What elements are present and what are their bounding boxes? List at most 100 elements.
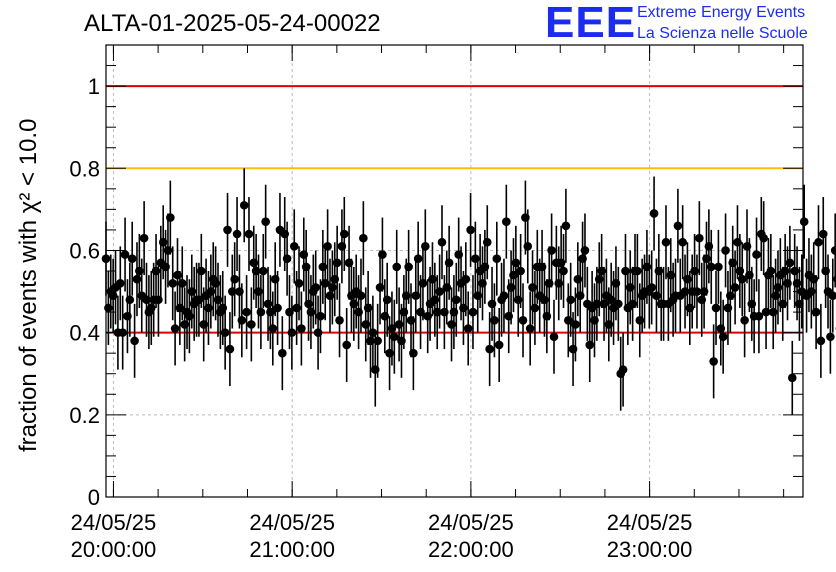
data-point bbox=[490, 283, 499, 358]
eee-logo-line1: Extreme Energy Events bbox=[637, 4, 806, 21]
data-point bbox=[468, 275, 478, 350]
data-point bbox=[673, 188, 683, 263]
data-marker bbox=[530, 303, 540, 313]
data-marker bbox=[714, 262, 723, 272]
data-point bbox=[323, 209, 332, 284]
axis-ticks bbox=[106, 45, 803, 498]
data-marker bbox=[566, 295, 575, 305]
data-marker bbox=[826, 332, 835, 342]
data-point bbox=[499, 258, 509, 333]
data-point bbox=[709, 324, 718, 399]
x-tick-label-time: 23:00:00 bbox=[607, 537, 693, 562]
data-marker bbox=[518, 316, 528, 325]
data-point bbox=[275, 192, 285, 267]
data-point bbox=[130, 303, 139, 378]
data-point bbox=[485, 312, 494, 387]
y-tick-label: 1 bbox=[88, 74, 100, 99]
data-marker bbox=[706, 262, 716, 272]
data-point bbox=[547, 213, 556, 288]
eee-logo: EEE Extreme Energy Events La Scienza nel… bbox=[545, 0, 830, 47]
data-marker bbox=[614, 299, 623, 309]
data-marker bbox=[244, 229, 254, 239]
data-point bbox=[730, 250, 740, 325]
data-marker bbox=[242, 307, 251, 317]
data-marker bbox=[409, 348, 418, 358]
data-point bbox=[754, 279, 764, 354]
data-marker bbox=[230, 274, 239, 284]
data-marker bbox=[139, 233, 149, 243]
y-tick-label: 0 bbox=[88, 485, 100, 510]
data-marker bbox=[461, 274, 471, 284]
data-marker bbox=[237, 316, 247, 325]
data-marker bbox=[435, 287, 444, 296]
data-marker bbox=[482, 237, 492, 247]
data-marker bbox=[339, 229, 349, 239]
data-marker bbox=[168, 279, 178, 288]
x-tick-label-date: 24/05/25 bbox=[428, 510, 514, 535]
data-marker bbox=[492, 254, 502, 263]
data-point bbox=[273, 271, 282, 345]
data-marker bbox=[661, 237, 671, 247]
data-marker bbox=[816, 336, 826, 346]
data-points bbox=[101, 168, 836, 415]
data-point bbox=[261, 184, 270, 259]
data-point bbox=[492, 221, 502, 296]
data-point bbox=[294, 246, 304, 321]
data-marker bbox=[115, 279, 125, 288]
data-marker bbox=[711, 303, 721, 313]
data-point bbox=[258, 234, 268, 308]
data-point bbox=[566, 262, 575, 337]
data-point bbox=[168, 246, 178, 321]
x-tick-label-time: 20:00:00 bbox=[71, 537, 157, 562]
data-marker bbox=[404, 262, 413, 272]
data-point bbox=[404, 229, 413, 304]
data-marker bbox=[356, 291, 366, 300]
data-marker bbox=[332, 258, 342, 268]
data-point bbox=[814, 205, 823, 280]
data-point bbox=[230, 242, 239, 317]
data-marker bbox=[490, 316, 499, 325]
data-marker bbox=[647, 283, 656, 292]
data-marker bbox=[232, 229, 242, 239]
data-marker bbox=[695, 233, 704, 243]
x-tick-label-date: 24/05/25 bbox=[71, 510, 157, 535]
data-point bbox=[525, 291, 535, 366]
data-point bbox=[549, 299, 559, 374]
data-point bbox=[120, 217, 130, 292]
data-point bbox=[614, 266, 623, 341]
data-marker bbox=[730, 283, 740, 292]
y-tick-label: 0.4 bbox=[69, 321, 100, 346]
y-tick-label: 0.2 bbox=[69, 403, 100, 428]
data-marker bbox=[297, 324, 306, 333]
data-marker bbox=[463, 324, 473, 333]
y-axis-label: fraction of events with χ² < 10.0 bbox=[15, 119, 42, 452]
data-point bbox=[356, 258, 366, 333]
data-point bbox=[461, 242, 471, 317]
data-point bbox=[335, 283, 344, 358]
data-point bbox=[740, 283, 749, 358]
data-point bbox=[378, 217, 387, 292]
data-marker bbox=[323, 242, 332, 251]
data-point bbox=[127, 221, 137, 296]
data-point bbox=[559, 234, 568, 308]
data-marker bbox=[373, 336, 382, 346]
data-point bbox=[580, 213, 590, 288]
data-point bbox=[115, 246, 125, 321]
data-marker bbox=[502, 217, 511, 226]
data-marker bbox=[485, 344, 494, 354]
data-point bbox=[502, 184, 511, 259]
data-point bbox=[239, 168, 249, 243]
data-marker bbox=[261, 217, 270, 226]
data-point bbox=[197, 234, 206, 308]
data-marker bbox=[466, 225, 475, 235]
data-marker bbox=[258, 266, 268, 276]
data-point bbox=[678, 205, 687, 280]
data-marker bbox=[740, 316, 749, 325]
data-point bbox=[166, 180, 175, 255]
data-point bbox=[706, 229, 716, 304]
data-point bbox=[125, 262, 135, 337]
data-point bbox=[177, 246, 187, 321]
data-point bbox=[661, 205, 671, 280]
data-marker bbox=[752, 250, 761, 259]
